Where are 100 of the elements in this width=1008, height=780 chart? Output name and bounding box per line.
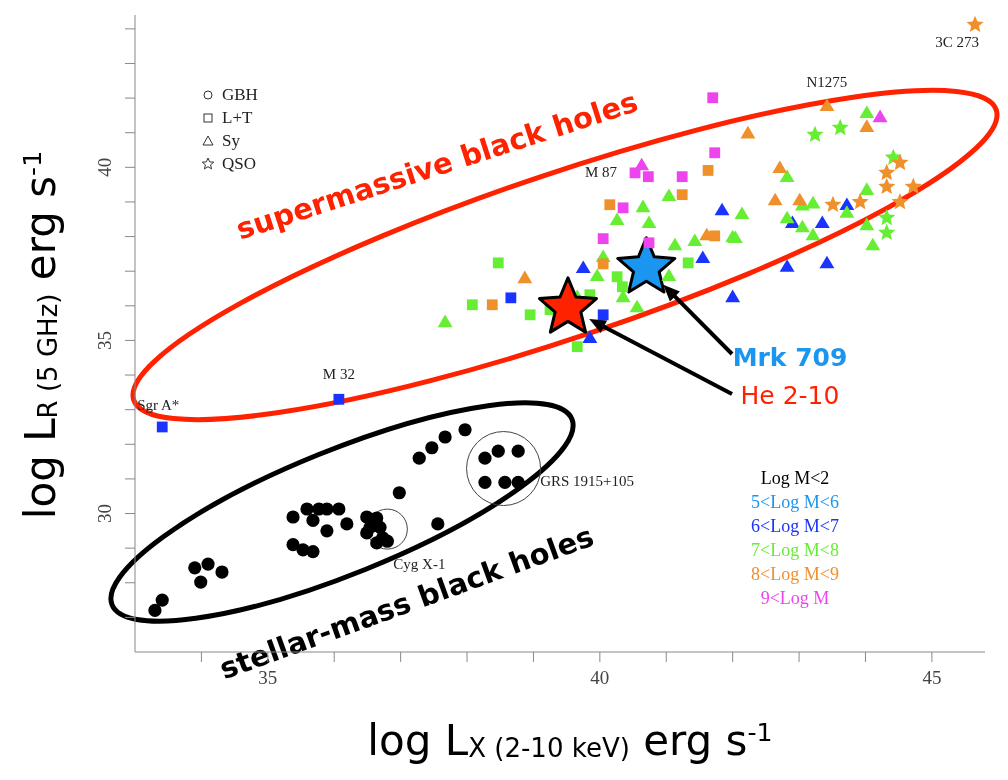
point	[819, 98, 835, 112]
point	[617, 202, 629, 214]
annotation: Sy	[222, 131, 241, 150]
point	[772, 160, 788, 174]
point	[661, 268, 677, 282]
point	[333, 393, 345, 405]
point	[676, 189, 688, 201]
annotation: Sgr A*	[137, 396, 180, 413]
point	[966, 15, 984, 32]
point	[571, 341, 583, 353]
point	[792, 192, 808, 206]
point	[437, 314, 453, 328]
point	[370, 536, 384, 550]
point	[609, 212, 625, 225]
point	[155, 593, 169, 607]
point	[286, 538, 300, 552]
point	[491, 444, 505, 458]
point	[575, 260, 591, 274]
point	[872, 109, 888, 123]
point	[641, 215, 657, 229]
y-tick-label: 30	[94, 504, 115, 524]
point	[819, 255, 835, 269]
point	[695, 250, 711, 264]
point	[865, 237, 881, 251]
y-tick-label: 35	[94, 330, 115, 350]
annotation: 9<Log M	[760, 588, 830, 608]
point	[814, 215, 830, 229]
annotation: GRS 1915+105	[540, 473, 635, 490]
point	[517, 270, 533, 284]
text: Mrk 709	[732, 343, 848, 372]
point	[492, 257, 504, 269]
point	[611, 271, 623, 283]
point	[859, 217, 875, 231]
point	[714, 202, 730, 216]
point	[431, 517, 445, 531]
point	[779, 210, 795, 224]
y-tick-label: 40	[94, 157, 115, 177]
point	[604, 199, 616, 211]
point	[188, 561, 202, 575]
annotation: 6<Log M<7	[751, 516, 839, 536]
point	[478, 451, 492, 465]
point	[458, 423, 472, 437]
point	[734, 206, 750, 220]
point	[340, 517, 354, 531]
point	[878, 163, 896, 181]
point	[286, 510, 300, 524]
point	[498, 475, 512, 489]
point	[597, 258, 609, 270]
point	[824, 195, 842, 212]
annotation: N1275	[806, 73, 848, 90]
annotation: 8<Log M<9	[751, 564, 839, 584]
point	[306, 545, 320, 559]
point	[805, 195, 821, 209]
point	[148, 603, 162, 618]
x-tick-label: 45	[922, 667, 942, 688]
point	[676, 171, 688, 183]
point	[779, 169, 795, 183]
point	[524, 309, 536, 321]
point	[629, 299, 645, 313]
point	[661, 188, 677, 202]
point	[300, 502, 314, 516]
point	[156, 421, 168, 433]
point	[360, 526, 374, 540]
point	[859, 182, 875, 195]
point	[725, 289, 741, 303]
annotation: 5<Log M<6	[751, 492, 839, 512]
point	[794, 219, 810, 233]
point	[589, 268, 605, 282]
point	[806, 125, 824, 143]
x-tick-label: 40	[590, 667, 610, 688]
point	[767, 192, 783, 206]
annotation: GBH	[222, 85, 258, 104]
point	[891, 192, 909, 210]
point	[891, 153, 909, 171]
annotation: M 87	[584, 163, 618, 180]
point	[201, 557, 215, 571]
point	[831, 118, 849, 136]
point	[635, 199, 651, 213]
annotation: 3C 273	[935, 33, 979, 50]
point	[740, 125, 756, 139]
point	[194, 575, 208, 589]
point	[702, 165, 714, 176]
point	[505, 292, 517, 304]
point	[478, 475, 492, 489]
point	[597, 309, 609, 321]
point	[839, 205, 855, 218]
point	[511, 444, 525, 458]
point	[215, 565, 229, 579]
point	[878, 177, 896, 194]
point	[412, 451, 426, 465]
point	[643, 237, 655, 249]
point	[642, 171, 654, 183]
point	[682, 257, 694, 269]
point	[687, 233, 703, 247]
point	[332, 502, 346, 516]
text: He 2-10	[740, 381, 840, 410]
point	[438, 430, 452, 444]
point	[511, 475, 525, 489]
point	[597, 233, 609, 245]
point	[320, 502, 334, 516]
